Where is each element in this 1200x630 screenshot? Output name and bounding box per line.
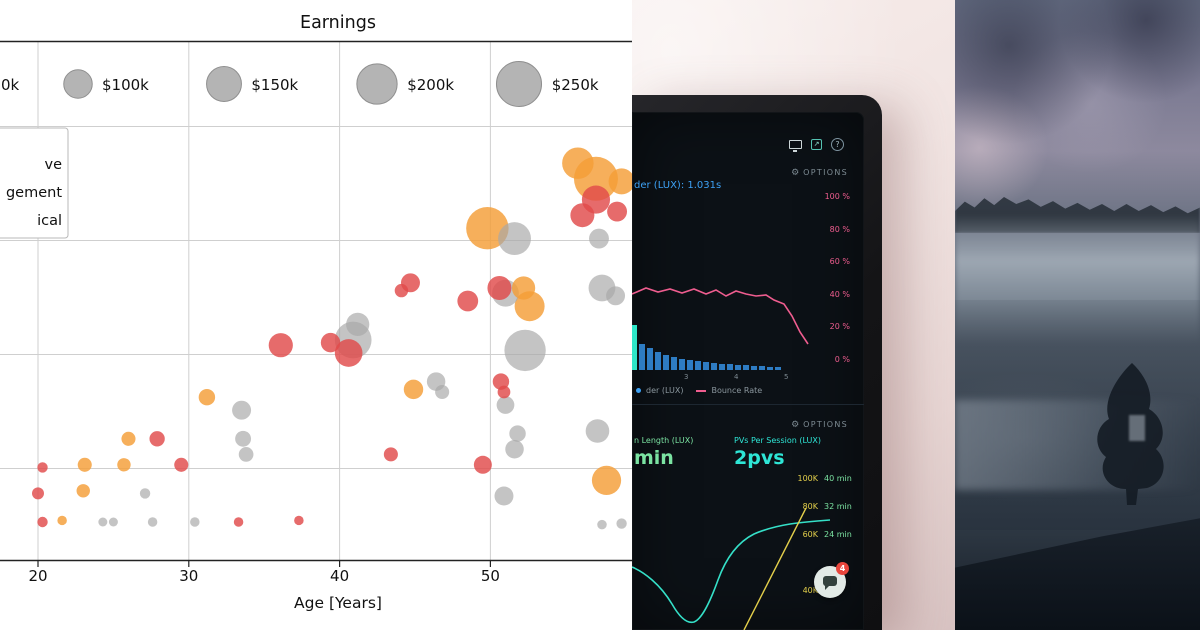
histogram-bar [639, 344, 645, 370]
analytics-dashboard-screen: ↗ ? ⚙ OPTIONS der (LUX): 1.031s 100 % 80 … [632, 112, 864, 630]
export-arrow-glyph: ↗ [813, 140, 820, 148]
svg-text:$250k: $250k [552, 76, 599, 94]
pvs-per-session-value: 2pvs [734, 447, 785, 469]
monitor-photo-panel: ↗ ? ⚙ OPTIONS der (LUX): 1.031s 100 % 80 … [632, 0, 955, 630]
bounce-rate-dash-icon [696, 389, 707, 392]
histogram-bar [759, 366, 765, 370]
session-length-line-chart [632, 507, 831, 630]
k-label: 60K [802, 530, 818, 539]
screen-toolbar: ↗ ? [789, 138, 844, 152]
histogram-bar [655, 352, 661, 370]
k-label: 80K [802, 502, 818, 511]
session-length-value-fragment: min [634, 447, 674, 469]
export-icon: ↗ [811, 139, 822, 150]
histogram-axis-labels: 3 4 5 [632, 373, 822, 383]
histogram-bar [751, 366, 757, 370]
min-label: 24 min [824, 530, 852, 539]
histogram-bar [775, 367, 781, 370]
svg-text:Earnings: Earnings [300, 13, 376, 33]
histogram-bar [687, 360, 693, 370]
k-label: 100K [797, 474, 818, 483]
display-icon [789, 140, 802, 152]
bounce-rate-line-chart [632, 287, 809, 345]
histogram [632, 324, 781, 370]
legend-bounce-label: Bounce Rate [711, 386, 763, 395]
percent-axis-labels: 100 % 80 % 60 % 40 % 20 % 0 % [825, 192, 850, 364]
help-icon: ? [831, 138, 844, 151]
foggy-forest-photo [955, 0, 1200, 630]
light-patch [1129, 415, 1145, 441]
percent-label: 80 % [829, 224, 850, 234]
notification-badge: 4 [836, 562, 849, 575]
svg-text:20: 20 [28, 567, 47, 585]
teal-bar [632, 325, 637, 370]
histogram-bar [703, 362, 709, 370]
chat-icon [823, 576, 837, 590]
help-glyph: ? [835, 140, 840, 149]
svg-text:ve: ve [44, 157, 62, 173]
series-dot-icon [636, 388, 641, 393]
histogram-bar [711, 363, 717, 370]
options-button-top: ⚙ OPTIONS [791, 168, 848, 178]
svg-text:30: 30 [179, 567, 198, 585]
gear-icon: ⚙ [791, 168, 800, 178]
histogram-bars [639, 324, 781, 370]
svg-text:40: 40 [330, 567, 349, 585]
options-label: OPTIONS [803, 420, 848, 429]
svg-text:$100k: $100k [102, 76, 149, 94]
svg-text:$200k: $200k [407, 76, 454, 94]
svg-text:50: 50 [481, 567, 500, 585]
histogram-bar [727, 364, 733, 370]
right-axis-row: 60K 24 min [792, 530, 856, 539]
earnings-chart-svg: 20 30 40 50 $100k $150k $200k $250k 0k ve gement ic… [0, 13, 632, 612]
svg-text:Age [Years]: Age [Years] [294, 594, 382, 612]
histogram-bar [679, 359, 685, 370]
earnings-bubble-chart: 20 30 40 50 $100k $150k $200k $250k 0k ve gement ic… [0, 13, 632, 612]
svg-text:0k: 0k [1, 76, 20, 94]
pvs-per-session-header: PVs Per Session (LUX) [734, 436, 822, 445]
options-button-bottom: ⚙ OPTIONS [791, 420, 848, 430]
histogram-bar [767, 367, 773, 370]
right-axis-row: 100K 40 min [792, 474, 856, 483]
chat-fab: 4 [814, 562, 849, 598]
axis-tick: 5 [784, 373, 789, 381]
svg-text:$150k: $150k [251, 76, 298, 94]
legend-series-label: der (LUX) [646, 386, 684, 395]
percent-label: 20 % [829, 322, 850, 332]
min-label: 32 min [824, 502, 852, 511]
histogram-bar [695, 361, 701, 370]
percent-label: 60 % [829, 257, 850, 267]
right-axis-row: 40K [792, 586, 856, 595]
session-length-header-fragment: n Length (LUX) [634, 436, 694, 445]
section-divider [632, 404, 864, 405]
speed-index-metric-fragment: der (LUX): 1.031s [634, 180, 722, 191]
histogram-bar [647, 348, 653, 370]
axis-tick: 4 [734, 373, 739, 381]
percent-label: 0 % [834, 354, 850, 364]
histogram-bar [671, 357, 677, 370]
svg-text:ical: ical [37, 213, 62, 229]
monitor-bezel: ↗ ? ⚙ OPTIONS der (LUX): 1.031s 100 % 80 … [632, 95, 882, 630]
histogram-bar [663, 355, 669, 370]
chart-legend: der (LUX) Bounce Rate [636, 386, 762, 395]
min-label: 40 min [824, 474, 852, 483]
svg-text:gement: gement [6, 185, 62, 201]
percent-label: 100 % [824, 192, 850, 201]
percent-label: 40 % [829, 289, 850, 299]
axis-tick: 3 [684, 373, 689, 381]
histogram-bar [743, 365, 749, 370]
options-label: OPTIONS [803, 168, 848, 177]
right-axis-row: 80K 32 min [792, 502, 856, 511]
k-label: 40K [802, 586, 818, 595]
histogram-bar [719, 364, 725, 370]
gear-icon: ⚙ [791, 420, 800, 430]
histogram-bar [735, 365, 741, 370]
